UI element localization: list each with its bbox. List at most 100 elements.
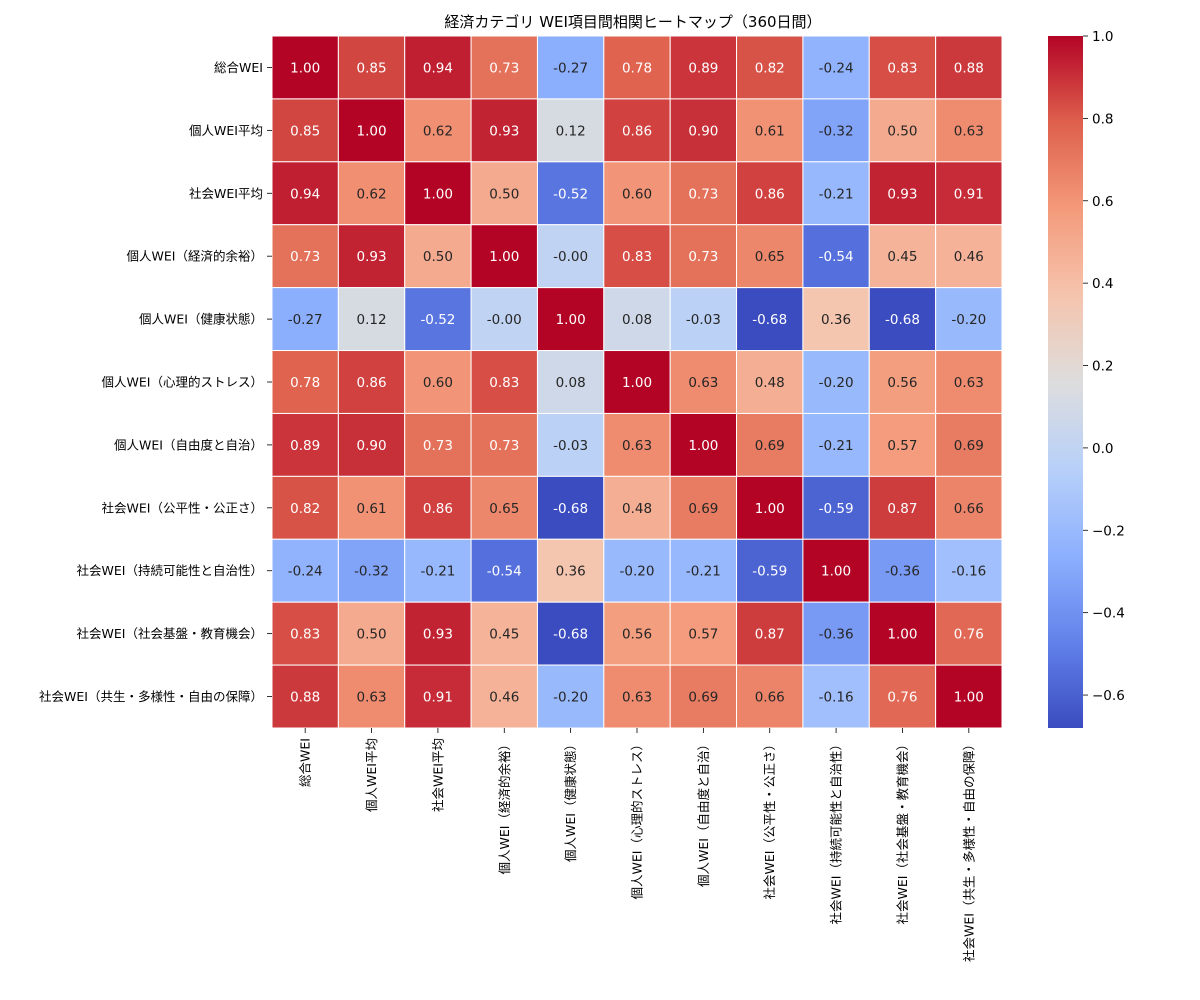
heatmap-cell-value: -0.16 [819, 690, 854, 706]
heatmap-cell [802, 224, 870, 289]
heatmap-cell [271, 475, 339, 540]
heatmap-cell [470, 601, 538, 666]
heatmap-value-labels: 1.00 0.85 0.94 0.73 -0.27 0.78 0.89 0.82 -0.24 0.… [288, 60, 987, 705]
heatmap-cell [536, 664, 605, 729]
heatmap-cell-value: -0.32 [819, 123, 854, 139]
column-tick-label: 社会WEI（社会基盤・教育機会） [895, 738, 910, 924]
heatmap-cell [736, 664, 804, 729]
heatmap-cell [868, 664, 937, 729]
heatmap-cell [603, 664, 671, 729]
heatmap-cell-value: -0.16 [951, 564, 986, 580]
heatmap-cell-value: 0.93 [357, 249, 387, 265]
heatmap-cell [868, 538, 937, 603]
heatmap-cell [337, 475, 406, 540]
heatmap-cell-value: 0.93 [423, 627, 453, 643]
heatmap-cell [868, 98, 937, 163]
column-tick-label: 個人WEI（自由度と自治） [696, 738, 711, 887]
heatmap-cell-value: 1.00 [954, 690, 984, 706]
heatmap-cell-value: 1.00 [688, 438, 718, 454]
heatmap-cell-value: 0.82 [755, 60, 785, 76]
heatmap-cell-value: 0.48 [622, 501, 652, 517]
row-tick-label: 個人WEI（心理的ストレス） [102, 375, 263, 390]
heatmap-cell [603, 475, 671, 540]
heatmap-cell-value: -0.20 [819, 375, 854, 391]
heatmap-cell-value: 0.73 [423, 438, 453, 454]
heatmap-cell-value: -0.21 [819, 438, 854, 454]
heatmap-cell [536, 98, 605, 163]
colorbar-tick-label: −0.4 [1092, 606, 1125, 622]
heatmap-cell-value: 0.63 [954, 123, 984, 139]
heatmap-cell [404, 538, 472, 603]
heatmap-cell-value: -0.27 [288, 312, 323, 328]
heatmap-cell-value: 0.94 [423, 60, 453, 76]
heatmap-cell [736, 601, 804, 666]
heatmap-cell [603, 98, 671, 163]
heatmap-cell [337, 412, 406, 477]
column-tick-label: 社会WEI（公平性・公正さ） [762, 738, 777, 899]
chart-title: 経済カテゴリ WEI項目間相関ヒートマップ（360日間） [444, 13, 821, 31]
heatmap-cell-value: 0.91 [954, 186, 984, 202]
heatmap-cell-value: 0.60 [423, 375, 453, 391]
heatmap-cell [868, 224, 937, 289]
heatmap-cell-value: 0.93 [887, 186, 917, 202]
row-tick-label: 個人WEI（健康状態） [139, 312, 263, 327]
heatmap-cell-value: 1.00 [423, 186, 453, 202]
heatmap-cell [802, 601, 870, 666]
heatmap-cell-value: 0.73 [688, 249, 718, 265]
heatmap-cell-value: 0.69 [688, 690, 718, 706]
heatmap-cell-value: 0.50 [489, 186, 519, 202]
heatmap-cell-value: 0.86 [755, 186, 785, 202]
heatmap-cell-value: -0.20 [951, 312, 986, 328]
heatmap-cell-value: 0.12 [556, 123, 586, 139]
heatmap-cell-value: 0.45 [887, 249, 917, 265]
heatmap-cell-value: 0.91 [423, 690, 453, 706]
heatmap-cell-value: -0.24 [288, 564, 323, 580]
heatmap-cell [271, 350, 339, 414]
heatmap-cell [935, 475, 1003, 540]
column-tick-labels: 総合WEI 個人WEI平均 社会WEI平均 個人WEI（経済的余裕） 個人WEI（健康状… [298, 728, 976, 962]
heatmap-cell-value: 0.12 [357, 312, 387, 328]
heatmap-cell-value: 0.36 [556, 564, 586, 580]
heatmap-cell-value: 0.86 [622, 123, 652, 139]
colorbar-tick-label: 0.0 [1092, 441, 1113, 457]
heatmap-cell-value: 0.66 [954, 501, 984, 517]
heatmap-cell-value: 1.00 [489, 249, 519, 265]
heatmap-cell [935, 161, 1003, 226]
heatmap-cell-value: 0.83 [290, 627, 320, 643]
colorbar-tick-label: −0.2 [1092, 523, 1125, 539]
heatmap-cell [404, 98, 472, 163]
heatmap-cell-value: 0.83 [887, 60, 917, 76]
heatmap-cell-value: 0.73 [290, 249, 320, 265]
heatmap-cell-value: 0.76 [887, 690, 917, 706]
heatmap-cell [802, 161, 870, 226]
heatmap-cell-value: -0.21 [420, 564, 455, 580]
heatmap-cell [868, 412, 937, 477]
heatmap-cell-value: 0.50 [423, 249, 453, 265]
heatmap-cell [271, 601, 339, 666]
heatmap-cell [935, 538, 1003, 603]
heatmap-cell [669, 412, 738, 477]
heatmap-cell [669, 224, 738, 289]
heatmap-cell [536, 161, 605, 226]
heatmap-cell [802, 98, 870, 163]
colorbar-tick-label: 1.0 [1092, 29, 1113, 45]
heatmap-cell [337, 664, 406, 729]
heatmap-cell-value: 0.88 [290, 690, 320, 706]
heatmap-cell [935, 98, 1003, 163]
heatmap-cell-value: -0.54 [487, 564, 522, 580]
heatmap-cell [404, 287, 472, 352]
heatmap-cell [536, 475, 605, 540]
heatmap-cell-value: -0.68 [885, 312, 920, 328]
colorbar-tick-label: 0.4 [1092, 276, 1113, 292]
row-tick-label: 社会WEI（共生・多様性・自由の保障） [39, 689, 263, 704]
row-tick-label: 社会WEI（持続可能性と自治性） [77, 563, 263, 578]
heatmap-cell [736, 475, 804, 540]
heatmap-cell [868, 35, 937, 100]
heatmap-cell-value: 0.83 [489, 375, 519, 391]
heatmap-cell [404, 161, 472, 226]
heatmap-cell [935, 350, 1003, 414]
heatmap-cell-value: 0.78 [290, 375, 320, 391]
heatmap-cell-value: -0.00 [487, 312, 522, 328]
heatmap-cell-value: -0.27 [553, 60, 588, 76]
heatmap-cell-value: 0.46 [954, 249, 984, 265]
